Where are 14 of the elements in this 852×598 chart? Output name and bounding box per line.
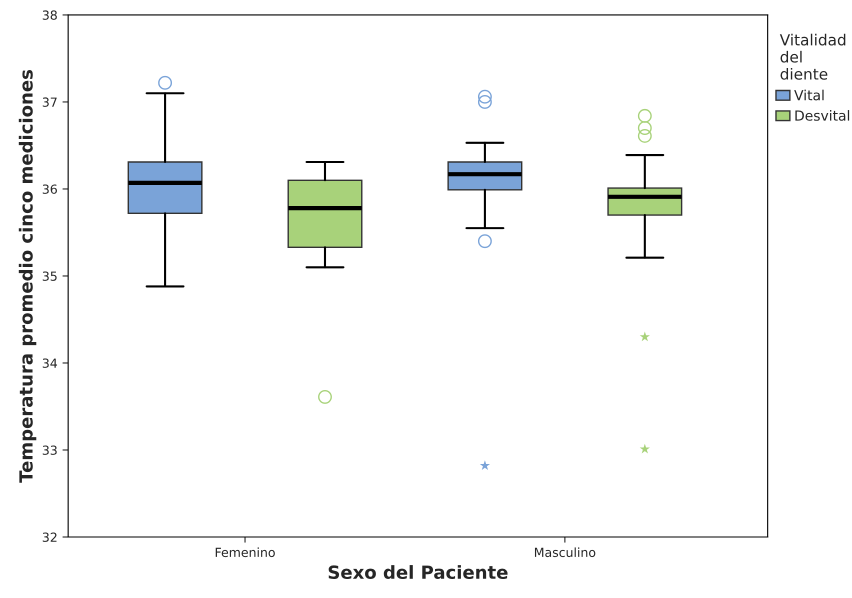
legend-title: Vitalidad del diente xyxy=(780,34,846,80)
y-tick-label: 36 xyxy=(42,184,57,194)
y-tick-label: 37 xyxy=(42,97,57,107)
y-tick-label: 35 xyxy=(42,271,57,281)
y-axis-title: Temperatura promedio cinco mediciones xyxy=(18,70,36,483)
y-tick-label: 34 xyxy=(42,358,58,368)
legend-label: Desvital xyxy=(795,110,850,121)
y-tick-label: 38 xyxy=(42,10,57,20)
y-tick-label: 33 xyxy=(42,445,57,455)
y-tick-label: 32 xyxy=(42,532,56,542)
x-tick-label: Masculino xyxy=(534,547,596,558)
x-tick-label: Femenino xyxy=(216,547,275,558)
legend-label: Vital xyxy=(794,90,824,100)
x-axis-title: Sexo del Paciente xyxy=(328,565,508,580)
